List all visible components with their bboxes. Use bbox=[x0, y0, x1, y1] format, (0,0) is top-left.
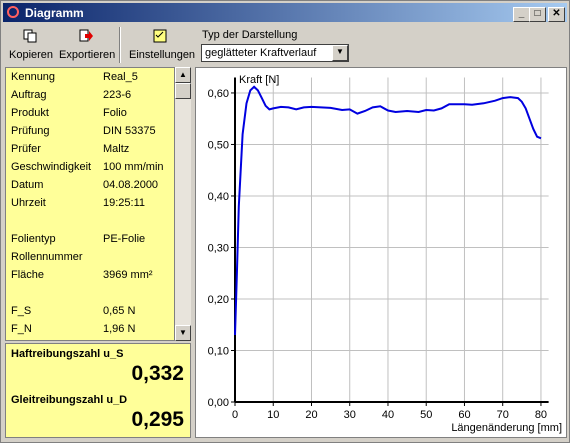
info-label: Prüfer bbox=[11, 143, 41, 155]
x-tick-label: 30 bbox=[344, 409, 356, 421]
x-tick-label: 20 bbox=[305, 409, 317, 421]
y-tick-label: 0,50 bbox=[208, 139, 229, 151]
info-value: Real_5 bbox=[103, 71, 138, 83]
y-tick-label: 0,30 bbox=[208, 242, 229, 254]
info-value: 04.08.2000 bbox=[103, 179, 159, 191]
info-label: F_S bbox=[11, 305, 32, 317]
x-tick-label: 40 bbox=[382, 409, 394, 421]
settings-button[interactable]: Einstellungen bbox=[129, 49, 196, 61]
result-label: Haftreibungszahl u_S bbox=[11, 348, 124, 360]
x-tick-label: 60 bbox=[458, 409, 470, 421]
scrollbar[interactable]: ▲ ▼ bbox=[175, 67, 191, 341]
info-value: DIN 53375 bbox=[103, 125, 156, 137]
window-title: Diagramm bbox=[25, 6, 84, 20]
info-value: 100 mm/min bbox=[103, 161, 164, 173]
info-value: 3969 mm² bbox=[103, 269, 153, 281]
dropdown-arrow[interactable]: ▼ bbox=[332, 45, 348, 61]
info-value: 223-6 bbox=[103, 89, 132, 101]
export-button[interactable]: Exportieren bbox=[59, 49, 116, 61]
chart-area: 0,00 0,10 0,20 0,30 0,40 0,50 0,60 0 10 20 30 40 50 6… bbox=[195, 67, 567, 438]
result-value: 0,295 bbox=[131, 408, 184, 431]
chart: 0,00 0,10 0,20 0,30 0,40 0,50 0,60 0 10 20 30 40 50 6… bbox=[208, 74, 562, 434]
y-tick-label: 0,60 bbox=[208, 88, 229, 100]
scroll-up[interactable]: ▲ bbox=[175, 67, 191, 83]
info-label: Auftrag bbox=[11, 89, 47, 101]
close-button[interactable]: ✕ bbox=[548, 7, 565, 22]
result-value: 0,332 bbox=[131, 362, 184, 385]
info-label: Folientyp bbox=[11, 233, 56, 245]
settings-icon bbox=[153, 29, 167, 43]
info-panel: Kennung Real_5 Auftrag 223-6 Produkt Folio Prü… bbox=[5, 67, 175, 341]
info-label: Prüfung bbox=[11, 125, 50, 137]
y-axis-label: Kraft [N] bbox=[239, 74, 279, 86]
info-label: Geschwindigkeit bbox=[11, 161, 92, 173]
results-panel: Haftreibungszahl u_S 0,332 Gleitreibungsza… bbox=[5, 343, 191, 438]
x-tick-label: 70 bbox=[497, 409, 509, 421]
y-tick-label: 0,10 bbox=[208, 345, 229, 357]
info-label: Fläche bbox=[11, 269, 45, 281]
x-tick-label: 80 bbox=[535, 409, 547, 421]
export-icon bbox=[79, 29, 93, 42]
copy-icon bbox=[23, 29, 37, 43]
info-value: Folio bbox=[103, 107, 127, 119]
type-label: Typ der Darstellung bbox=[202, 29, 298, 41]
app-icon bbox=[7, 6, 19, 18]
scroll-thumb[interactable] bbox=[175, 83, 191, 99]
info-label: Datum bbox=[11, 179, 44, 191]
x-axis-label: Längenänderung [mm] bbox=[451, 422, 562, 434]
info-value: 1,96 N bbox=[103, 323, 136, 335]
minimize-button[interactable]: _ bbox=[513, 7, 530, 22]
type-dropdown[interactable]: geglätteter Kraftverlauf ▼ bbox=[201, 44, 349, 62]
result-label: Gleitreibungszahl u_D bbox=[11, 394, 128, 406]
info-value: PE-Folie bbox=[103, 233, 146, 245]
x-tick-label: 50 bbox=[420, 409, 432, 421]
scroll-down[interactable]: ▼ bbox=[175, 325, 191, 341]
info-value: 0,65 N bbox=[103, 305, 136, 317]
title-bar: Diagramm _ □ ✕ bbox=[3, 3, 567, 22]
info-label: Rollennummer bbox=[11, 251, 83, 263]
info-value: Maltz bbox=[103, 143, 130, 155]
info-label: Produkt bbox=[11, 107, 49, 119]
y-tick-label: 0,40 bbox=[208, 191, 229, 203]
info-label: F_N bbox=[11, 323, 32, 335]
info-value: 19:25:11 bbox=[103, 197, 146, 209]
x-tick-label: 0 bbox=[232, 409, 238, 421]
dropdown-value: geglätteter Kraftverlauf bbox=[205, 47, 317, 59]
maximize-button[interactable]: □ bbox=[529, 7, 546, 22]
info-label: Kennung bbox=[11, 71, 56, 83]
x-tick-label: 10 bbox=[267, 409, 279, 421]
data-line bbox=[234, 85, 542, 336]
copy-button[interactable]: Kopieren bbox=[9, 49, 54, 61]
y-tick-label: 0,20 bbox=[208, 294, 229, 306]
info-label: Uhrzeit bbox=[11, 197, 46, 209]
y-tick-label: 0,00 bbox=[208, 397, 229, 409]
